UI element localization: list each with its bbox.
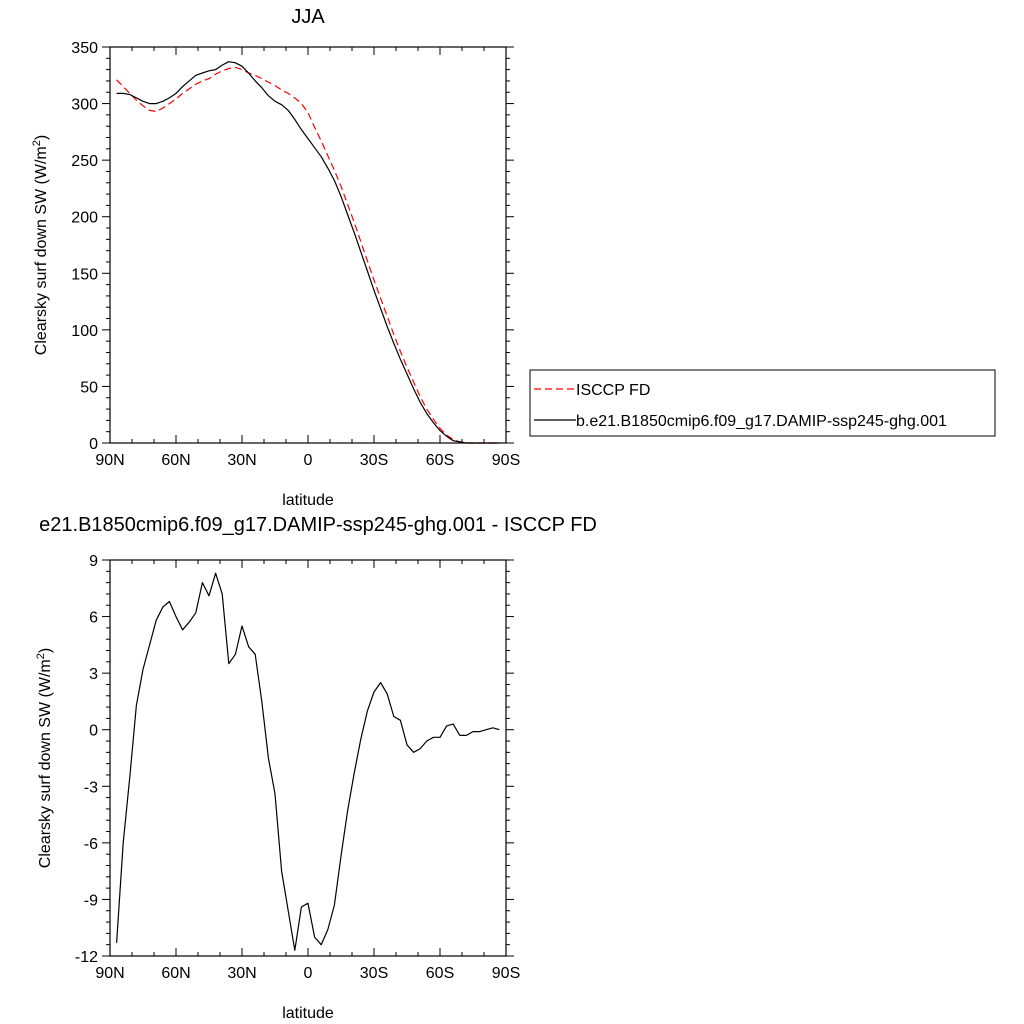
legend-box xyxy=(529,369,996,437)
bottom-y-axis-label-main: Clearsky surf down SW (W/m xyxy=(37,659,54,868)
bottom-xtick-label: 30S xyxy=(360,965,388,982)
top-x-axis-label: latitude xyxy=(282,492,334,509)
legend-label-isccp: ISCCP FD xyxy=(576,382,650,399)
bottom-ytick-label: 0 xyxy=(89,723,98,740)
top-xtick-label: 60N xyxy=(161,452,190,469)
bottom-panel: e21.B1850cmip6.f09_g17.DAMIP-ssp245-ghg.… xyxy=(35,514,597,1022)
bottom-series xyxy=(116,572,500,951)
top-xtick-label: 30N xyxy=(227,452,256,469)
top-series xyxy=(116,61,500,444)
top-ytick-label: 350 xyxy=(71,40,98,57)
top-y-axis-label-close: ) xyxy=(33,135,50,140)
legend: ISCCP FD b.e21.B1850cmip6.f09_g17.DAMIP-… xyxy=(529,369,996,437)
bottom-y-axis-label-close: ) xyxy=(37,648,54,653)
bottom-ytick-label: 9 xyxy=(89,553,98,570)
top-xtick-label: 60S xyxy=(426,452,454,469)
bottom-ytick-label: -12 xyxy=(75,949,98,966)
top-xtick-label: 0 xyxy=(304,452,313,469)
bottom-y-axis-label: Clearsky surf down SW (W/m2) xyxy=(35,648,54,868)
top-xtick-label: 30S xyxy=(360,452,388,469)
legend-label-model: b.e21.B1850cmip6.f09_g17.DAMIP-ssp245-gh… xyxy=(576,413,947,430)
top-chart-title: JJA xyxy=(291,6,325,28)
bottom-xtick-label: 30N xyxy=(227,965,256,982)
top-ytick-label: 100 xyxy=(71,323,98,340)
bottom-xtick-label: 0 xyxy=(304,965,313,982)
top-ytick-label: 300 xyxy=(71,97,98,114)
bottom-chart-title: e21.B1850cmip6.f09_g17.DAMIP-ssp245-ghg.… xyxy=(39,514,597,536)
top-series-line-1 xyxy=(116,61,500,444)
top-panel: JJA 90N 60N 30N 0 30S 60S 90S 0 50 100 150 200 250 30… xyxy=(31,6,520,509)
bottom-ytick-label: -6 xyxy=(84,836,98,853)
top-series-line-0 xyxy=(116,66,500,444)
bottom-ytick-label: -9 xyxy=(84,892,98,909)
bottom-ytick-label: -3 xyxy=(84,779,98,796)
top-y-axis-label: Clearsky surf down SW (W/m2) xyxy=(31,135,50,355)
bottom-series-line-0 xyxy=(116,572,500,951)
bottom-y-axis-label-sup: 2 xyxy=(35,653,47,659)
top-xtick-label: 90N xyxy=(95,452,124,469)
bottom-x-axis-label: latitude xyxy=(282,1005,334,1022)
bottom-xtick-label: 90S xyxy=(492,965,520,982)
bottom-xtick-label: 90N xyxy=(95,965,124,982)
top-xtick-label: 90S xyxy=(492,452,520,469)
top-ytick-label: 200 xyxy=(71,210,98,227)
bottom-ytick-label: 3 xyxy=(89,666,98,683)
bottom-xtick-label: 60N xyxy=(161,965,190,982)
bottom-ticks: 90N 60N 30N 0 30S 60S 90S -12 -9 -6 -3 0 3 6 9 xyxy=(75,553,520,982)
bottom-plot-frame xyxy=(109,559,507,957)
top-y-axis-label-sup: 2 xyxy=(31,140,43,146)
top-ytick-label: 0 xyxy=(89,436,98,453)
top-ytick-label: 50 xyxy=(80,379,98,396)
top-ytick-label: 250 xyxy=(71,153,98,170)
top-y-axis-label-main: Clearsky surf down SW (W/m xyxy=(33,146,50,355)
bottom-ytick-label: 6 xyxy=(89,610,98,627)
top-plot-frame xyxy=(109,46,507,444)
bottom-xtick-label: 60S xyxy=(426,965,454,982)
top-ticks: 90N 60N 30N 0 30S 60S 90S 0 50 100 150 200 250 300 350 xyxy=(71,40,520,469)
top-ytick-label: 150 xyxy=(71,266,98,283)
